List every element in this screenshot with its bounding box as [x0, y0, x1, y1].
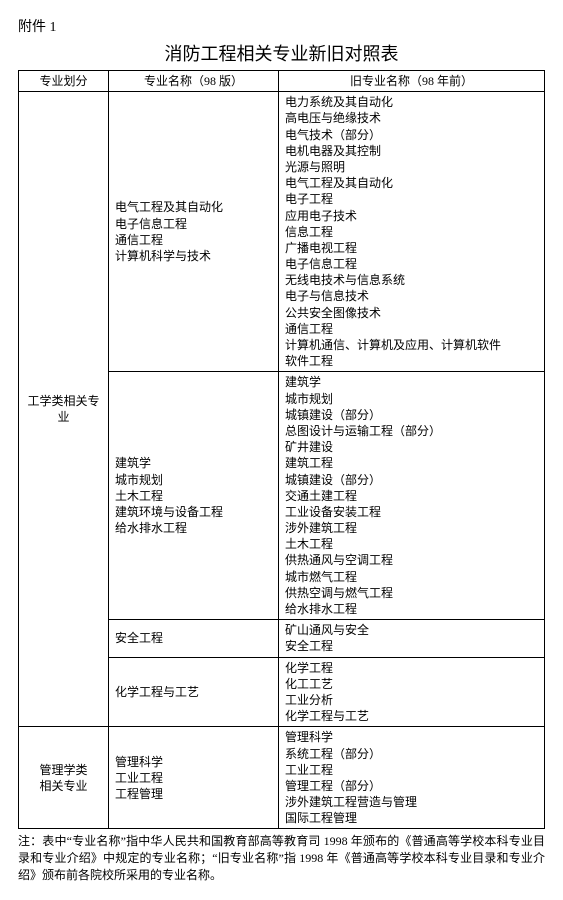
list-item: 工业工程	[285, 762, 538, 778]
list-item: 电子信息工程	[115, 216, 272, 232]
page-title: 消防工程相关专业新旧对照表	[18, 40, 545, 66]
list-item: 安全工程	[115, 630, 272, 646]
list-item: 电气工程及其自动化	[285, 175, 538, 191]
list-item: 高电压与绝缘技术	[285, 110, 538, 126]
new-majors-cell: 管理科学工业工程工程管理	[109, 727, 279, 829]
list-item: 城市规划	[115, 472, 272, 488]
new-majors-cell: 电气工程及其自动化电子信息工程通信工程计算机科学与技术	[109, 92, 279, 372]
list-item: 电气技术（部分）	[285, 127, 538, 143]
list-item: 土木工程	[285, 536, 538, 552]
list-item: 供热通风与空调工程	[285, 552, 538, 568]
col-header-new: 专业名称（98 版）	[109, 71, 279, 92]
table-header-row: 专业划分 专业名称（98 版） 旧专业名称（98 年前）	[19, 71, 545, 92]
old-majors-cell: 矿山通风与安全安全工程	[279, 620, 545, 657]
list-item: 供热空调与燃气工程	[285, 585, 538, 601]
table-row: 工学类相关专业 电气工程及其自动化电子信息工程通信工程计算机科学与技术 电力系统…	[19, 92, 545, 372]
new-majors-cell: 建筑学城市规划土木工程建筑环境与设备工程给水排水工程	[109, 372, 279, 620]
new-majors-cell: 安全工程	[109, 620, 279, 657]
list-item: 给水排水工程	[285, 601, 538, 617]
list-item: 电子工程	[285, 191, 538, 207]
list-item: 涉外建筑工程	[285, 520, 538, 536]
list-item: 矿山通风与安全	[285, 622, 538, 638]
new-majors-cell: 化学工程与工艺	[109, 657, 279, 727]
list-item: 交通土建工程	[285, 488, 538, 504]
list-item: 城镇建设（部分）	[285, 407, 538, 423]
footnote-text: 注：表中“专业名称”指中华人民共和国教育部高等教育司 1998 年颁布的《普通高…	[18, 833, 545, 883]
category-cell-management: 管理学类相关专业	[19, 727, 109, 829]
col-header-category: 专业划分	[19, 71, 109, 92]
list-item: 总图设计与运输工程（部分）	[285, 423, 538, 439]
list-item: 工业设备安装工程	[285, 504, 538, 520]
majors-table: 专业划分 专业名称（98 版） 旧专业名称（98 年前） 工学类相关专业 电气工…	[18, 70, 545, 829]
list-item: 矿井建设	[285, 439, 538, 455]
list-item: 建筑环境与设备工程	[115, 504, 272, 520]
old-majors-cell: 化学工程化工工艺工业分析化学工程与工艺	[279, 657, 545, 727]
table-row: 管理学类相关专业 管理科学工业工程工程管理 管理科学系统工程（部分）工业工程管理…	[19, 727, 545, 829]
list-item: 管理科学	[115, 754, 272, 770]
list-item: 建筑工程	[285, 455, 538, 471]
list-item: 光源与照明	[285, 159, 538, 175]
list-item: 应用电子技术	[285, 208, 538, 224]
list-item: 国际工程管理	[285, 810, 538, 826]
list-item: 城市燃气工程	[285, 569, 538, 585]
list-item: 工程管理	[115, 786, 272, 802]
old-majors-cell: 建筑学城市规划城镇建设（部分）总图设计与运输工程（部分）矿井建设建筑工程城镇建设…	[279, 372, 545, 620]
list-item: 土木工程	[115, 488, 272, 504]
list-item: 城镇建设（部分）	[285, 472, 538, 488]
list-item: 电机电器及其控制	[285, 143, 538, 159]
category-cell-engineering: 工学类相关专业	[19, 92, 109, 727]
list-item: 给水排水工程	[115, 520, 272, 536]
list-item: 化学工程与工艺	[285, 708, 538, 724]
list-item: 信息工程	[285, 224, 538, 240]
list-item: 无线电技术与信息系统	[285, 272, 538, 288]
list-item: 计算机科学与技术	[115, 248, 272, 264]
list-item: 城市规划	[285, 391, 538, 407]
list-item: 系统工程（部分）	[285, 746, 538, 762]
list-item: 通信工程	[285, 321, 538, 337]
list-item: 化学工程与工艺	[115, 684, 272, 700]
old-majors-cell: 管理科学系统工程（部分）工业工程管理工程（部分）涉外建筑工程营造与管理国际工程管…	[279, 727, 545, 829]
list-item: 化学工程	[285, 660, 538, 676]
list-item: 安全工程	[285, 638, 538, 654]
list-item: 电子信息工程	[285, 256, 538, 272]
list-item: 化工工艺	[285, 676, 538, 692]
list-item: 建筑学	[285, 374, 538, 390]
list-item: 软件工程	[285, 353, 538, 369]
list-item: 电气工程及其自动化	[115, 199, 272, 215]
list-item: 工业分析	[285, 692, 538, 708]
list-item: 管理工程（部分）	[285, 778, 538, 794]
old-majors-cell: 电力系统及其自动化高电压与绝缘技术电气技术（部分）电机电器及其控制光源与照明电气…	[279, 92, 545, 372]
list-item: 管理科学	[285, 729, 538, 745]
list-item: 电力系统及其自动化	[285, 94, 538, 110]
list-item: 电子与信息技术	[285, 288, 538, 304]
list-item: 涉外建筑工程营造与管理	[285, 794, 538, 810]
list-item: 通信工程	[115, 232, 272, 248]
attachment-label: 附件 1	[18, 16, 545, 36]
list-item: 公共安全图像技术	[285, 305, 538, 321]
list-item: 建筑学	[115, 455, 272, 471]
col-header-old: 旧专业名称（98 年前）	[279, 71, 545, 92]
list-item: 计算机通信、计算机及应用、计算机软件	[285, 337, 538, 353]
list-item: 工业工程	[115, 770, 272, 786]
list-item: 广播电视工程	[285, 240, 538, 256]
